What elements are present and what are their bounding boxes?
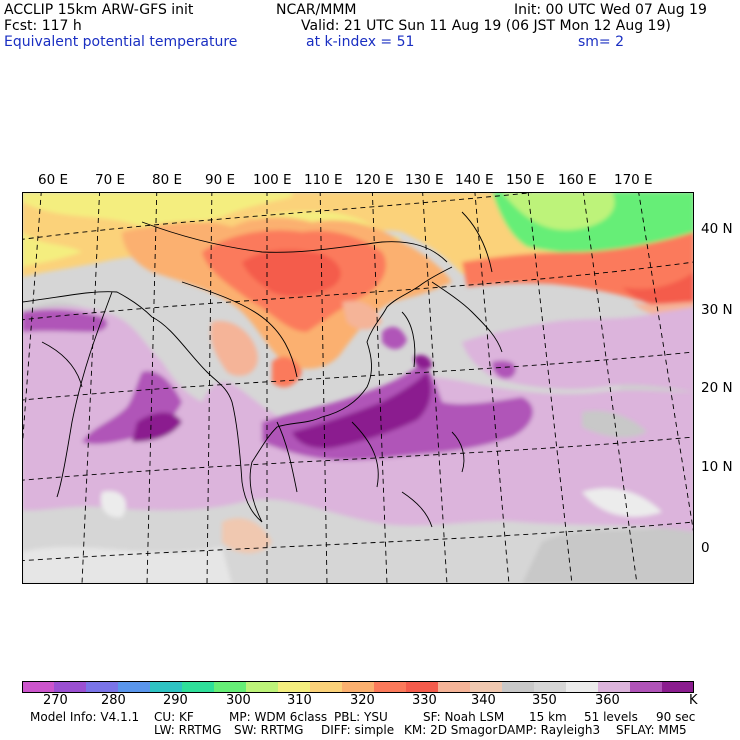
model-title: ACCLIP 15km ARW-GFS init (4, 2, 194, 18)
lon-label: 170 E (614, 172, 653, 188)
colorbar-tick: 320 (350, 693, 375, 708)
colorbar-swatch (118, 681, 151, 693)
colorbar-swatch (246, 681, 279, 693)
model-info-res: 15 km (529, 710, 567, 724)
colorbar-swatch (214, 681, 247, 693)
forecast-hour: Fcst: 117 h (4, 18, 82, 34)
colorbar-swatch (470, 681, 503, 693)
model-info-damp: DAMP: Rayleigh3 (498, 723, 601, 737)
model-info-lw: LW: RRTMG (154, 723, 222, 737)
lon-label: 70 E (95, 172, 125, 188)
colorbar-swatch (182, 681, 215, 693)
lat-label: 0 (701, 540, 710, 556)
colorbar-border (22, 681, 694, 693)
lon-label: 110 E (304, 172, 343, 188)
smoothing-label: sm= 2 (578, 34, 625, 50)
init-time: Init: 00 UTC Wed 07 Aug 19 (514, 2, 707, 18)
colorbar-swatch (662, 681, 694, 693)
model-info-sf: SF: Noah LSM (423, 710, 505, 724)
colorbar-swatch (86, 681, 119, 693)
model-info-sflay: SFLAY: MM5 (616, 723, 687, 737)
coastlines (22, 211, 503, 528)
colorbar-tick: 300 (226, 693, 251, 708)
valid-time: Valid: 21 UTC Sun 11 Aug 19 (06 JST Mon … (301, 18, 671, 34)
lat-label: 40 N (701, 221, 733, 237)
colorbar-swatch (342, 681, 375, 693)
colorbar-tick: 310 (287, 693, 312, 708)
colorbar-tick: 330 (412, 693, 437, 708)
colorbar-tick: 350 (532, 693, 557, 708)
colorbar (22, 681, 694, 693)
lon-label: 90 E (205, 172, 235, 188)
colorbar-swatch (630, 681, 663, 693)
colorbar-swatch (438, 681, 471, 693)
model-info-sw: SW: RRTMG (234, 723, 304, 737)
lon-label: 120 E (355, 172, 394, 188)
lon-label: 140 E (455, 172, 494, 188)
model-info-km: KM: 2D Smagor (404, 723, 498, 737)
lon-label: 80 E (152, 172, 182, 188)
graticule (22, 192, 694, 584)
colorbar-swatch (598, 681, 631, 693)
colorbar-swatch (22, 681, 55, 693)
colorbar-swatch (310, 681, 343, 693)
model-info-mp: MP: WDM 6class (229, 710, 328, 724)
model-info-cu: CU: KF (154, 710, 194, 724)
lon-label: 160 E (558, 172, 597, 188)
model-info-pbl: PBL: YSU (334, 710, 388, 724)
colorbar-tick: 290 (163, 693, 188, 708)
model-info-version: Model Info: V4.1.1 (30, 710, 140, 724)
colorbar-tick: 340 (471, 693, 496, 708)
colorbar-unit: K (689, 693, 698, 708)
shaded-field (22, 192, 694, 584)
colorbar-swatch (278, 681, 311, 693)
model-info-diff: DIFF: simple (321, 723, 395, 737)
colorbar-swatch (150, 681, 183, 693)
lat-label: 30 N (701, 302, 733, 318)
colorbar-tick: 270 (43, 693, 68, 708)
colorbar-swatch (406, 681, 439, 693)
field-name: Equivalent potential temperature (4, 34, 238, 50)
colorbar-swatch (534, 681, 567, 693)
model-info-levels: 51 levels (584, 710, 638, 724)
lon-label: 60 E (38, 172, 68, 188)
lon-label: 150 E (506, 172, 545, 188)
lat-label: 10 N (701, 459, 733, 475)
theta-e-map (22, 192, 694, 584)
colorbar-swatch (374, 681, 407, 693)
colorbar-tick: 360 (595, 693, 620, 708)
organization-label: NCAR/MMM (276, 2, 357, 18)
lat-label: 20 N (701, 380, 733, 396)
colorbar-tick: 280 (101, 693, 126, 708)
colorbar-swatch (502, 681, 535, 693)
colorbar-swatch (54, 681, 87, 693)
level-label: at k-index = 51 (306, 34, 415, 50)
lon-label: 100 E (253, 172, 292, 188)
model-info-dt: 90 sec (656, 710, 696, 724)
lon-label: 130 E (405, 172, 444, 188)
colorbar-swatch (566, 681, 599, 693)
